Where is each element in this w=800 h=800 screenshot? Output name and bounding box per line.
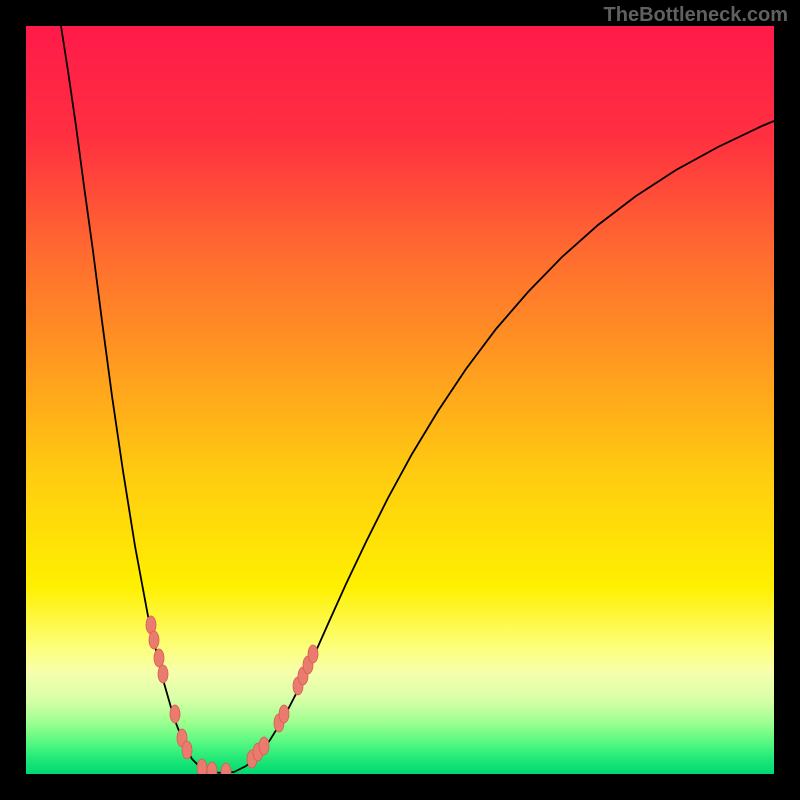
plot-area	[26, 26, 774, 774]
marker-point	[308, 645, 318, 663]
marker-point	[149, 631, 159, 649]
marker-point	[170, 705, 180, 723]
marker-point	[197, 759, 207, 774]
marker-point	[182, 741, 192, 759]
marker-point	[207, 762, 217, 774]
curve-layer	[26, 26, 774, 774]
watermark-text: TheBottleneck.com	[604, 4, 788, 27]
marker-point	[259, 737, 269, 755]
marker-point	[158, 665, 168, 683]
marker-group	[146, 616, 318, 774]
marker-point	[154, 649, 164, 667]
bottleneck-curve	[61, 26, 774, 773]
marker-point	[221, 763, 231, 774]
marker-point	[279, 705, 289, 723]
